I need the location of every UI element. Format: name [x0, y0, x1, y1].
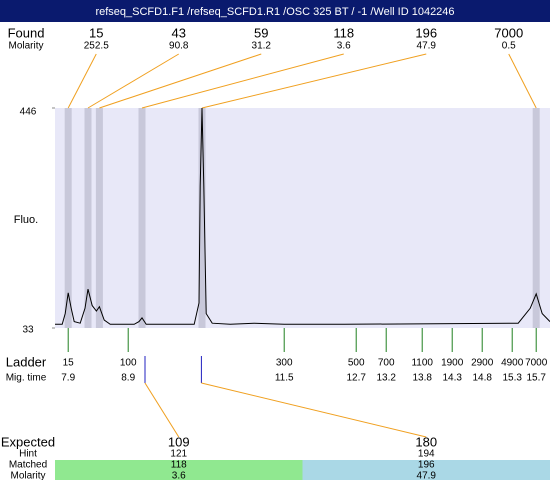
matched-cell: [55, 460, 303, 480]
hint-value: 121: [170, 449, 187, 460]
ladder-time: 7.9: [61, 373, 75, 384]
title-bar: [0, 0, 550, 22]
chart-title: refseq_SCFD1.F1 /refseq_SCFD1.R1 /OSC 32…: [95, 6, 454, 18]
found-band: [64, 108, 72, 328]
found-molarity: 90.8: [169, 41, 189, 52]
ladder-time-label: Mig. time: [6, 373, 47, 384]
expected-molarity-label: Molarity: [10, 471, 45, 480]
ladder-time: 12.7: [346, 373, 366, 384]
found-size: 15: [89, 25, 103, 40]
ladder-size: 100: [120, 358, 137, 369]
matched-value: 118: [171, 460, 187, 471]
expected-connector: [201, 382, 427, 438]
found-molarity: 3.6: [337, 41, 351, 52]
ladder-size: 700: [378, 358, 395, 369]
found-size: 196: [415, 25, 437, 40]
found-connector: [87, 53, 180, 109]
ladder-time: 13.2: [376, 373, 396, 384]
ladder-size: 15: [63, 358, 75, 369]
ladder-time: 14.3: [442, 373, 462, 384]
found-connector: [201, 53, 427, 109]
found-molarity: 31.2: [252, 41, 272, 52]
expected-molarity: 47.9: [417, 471, 437, 480]
expected-label: Expected: [1, 434, 55, 449]
ladder-size: 1100: [411, 358, 433, 369]
found-connector: [67, 53, 97, 109]
matched-label: Matched: [9, 460, 47, 471]
found-connector: [508, 53, 537, 109]
y-axis-label: Fluo.: [14, 214, 38, 226]
found-connector: [141, 53, 344, 109]
found-band: [198, 108, 206, 328]
found-band: [84, 108, 92, 328]
found-molarity: 252.5: [84, 41, 109, 52]
matched-value: 196: [418, 460, 435, 471]
expected-connector: [144, 382, 180, 438]
found-molarity: 47.9: [417, 41, 437, 52]
ladder-time: 8.9: [121, 373, 135, 384]
trace: [55, 107, 550, 325]
ladder-label: Ladder: [6, 354, 47, 369]
y-tick-label: 446: [20, 107, 37, 118]
ladder-time: 15.7: [526, 373, 546, 384]
y-tick-label: 33: [22, 325, 34, 336]
ladder-size: 2900: [471, 358, 494, 369]
matched-cell: [302, 460, 550, 480]
found-connector: [99, 53, 262, 109]
found-band: [138, 108, 146, 328]
ladder-size: 300: [276, 358, 293, 369]
ladder-size: 4900: [501, 358, 524, 369]
ladder-size: 7000: [525, 358, 548, 369]
found-band: [532, 108, 540, 328]
found-size: 59: [254, 25, 268, 40]
expected-size: 180: [415, 434, 437, 449]
ladder-size: 500: [348, 358, 365, 369]
hint-value: 194: [418, 449, 435, 460]
ladder-time: 13.8: [412, 373, 432, 384]
found-size: 118: [333, 25, 354, 40]
found-size: 7000: [494, 25, 523, 40]
plot-area: [55, 108, 550, 328]
found-size: 43: [172, 25, 186, 40]
expected-size: 109: [168, 434, 190, 449]
ladder-time: 14.8: [472, 373, 492, 384]
ladder-size: 1900: [441, 358, 464, 369]
expected-molarity: 3.6: [172, 471, 186, 480]
hint-label: Hint: [19, 449, 37, 460]
found-band: [95, 108, 103, 328]
ladder-time: 15.3: [502, 373, 522, 384]
found-label: Found: [8, 25, 45, 40]
ladder-time: 11.5: [275, 373, 294, 384]
found-molarity: 0.5: [502, 41, 516, 52]
found-molarity-label: Molarity: [8, 41, 43, 52]
